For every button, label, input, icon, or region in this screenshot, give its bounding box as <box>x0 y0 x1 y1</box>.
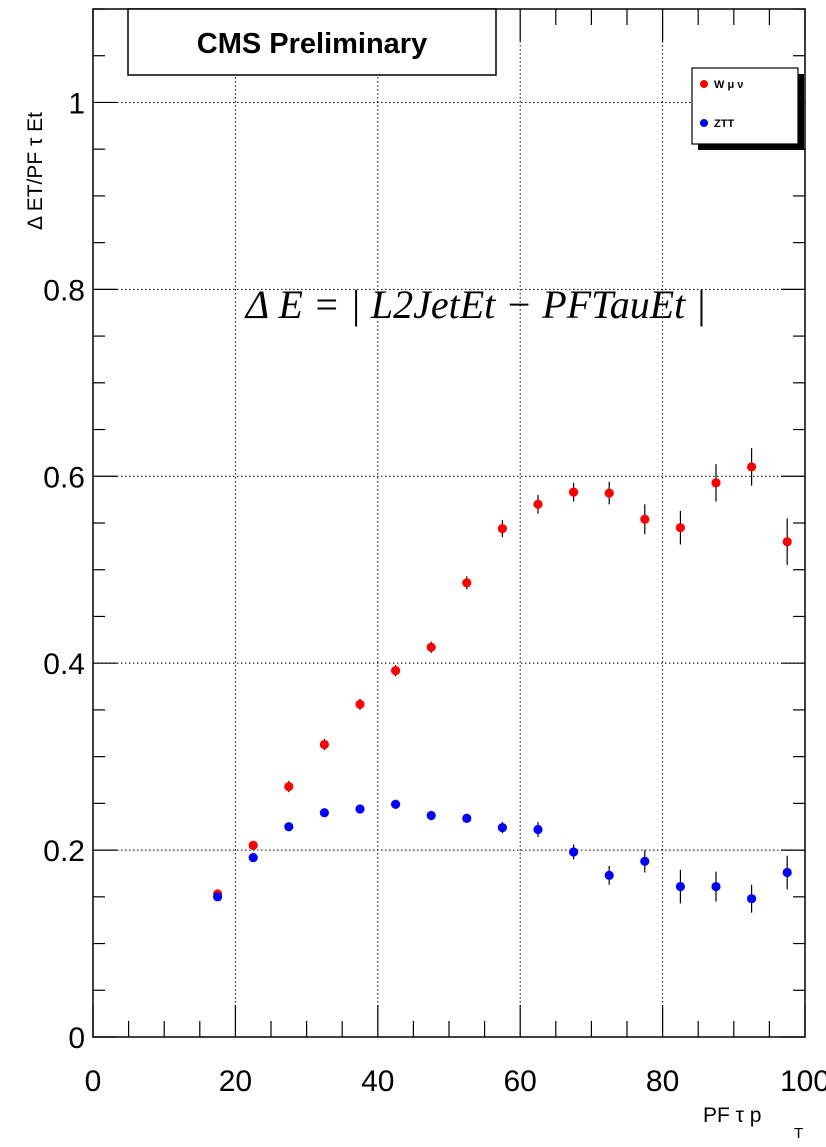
data-point <box>462 578 472 588</box>
data-point <box>248 840 258 851</box>
data-point <box>391 666 401 676</box>
x-tick-label: 20 <box>219 1065 252 1098</box>
data-point <box>391 799 401 809</box>
data-point <box>675 523 686 533</box>
data-point <box>711 881 721 892</box>
data-point <box>533 824 543 835</box>
data-point <box>426 642 436 652</box>
x-axis-title-main: PF τ p <box>703 1104 761 1127</box>
x-axis-title-subscript: T <box>794 1125 803 1142</box>
legend-marker-w-mu-nu <box>700 80 708 88</box>
data-point <box>747 894 757 904</box>
data-point <box>319 739 329 750</box>
data-point <box>248 852 258 863</box>
data-point <box>782 537 792 547</box>
cms-banner: CMS Preliminary <box>127 8 497 76</box>
data-point <box>711 478 721 488</box>
legend-marker-ztt <box>700 119 708 127</box>
legend-label-w-mu-nu: W μ ν <box>714 79 743 91</box>
legend: W μ ν ZTT <box>691 67 804 150</box>
y-tick-label: 0.4 <box>43 648 85 681</box>
tick-labels: 0 20 40 60 80 100 0 0.2 0.4 0.6 0.8 1 <box>43 87 826 1098</box>
data-point <box>497 524 507 534</box>
x-tick-label: 80 <box>646 1065 679 1098</box>
data-point <box>747 462 757 472</box>
formula-annotation: Δ E = | L2JetEt − PFTauEt | <box>244 282 707 327</box>
data-point <box>533 499 543 509</box>
data-point <box>640 856 650 866</box>
cms-banner-text: CMS Preliminary <box>197 28 427 60</box>
data-point <box>604 870 614 880</box>
formula-text: Δ E = | L2JetEt − PFTauEt | <box>244 282 707 327</box>
data-point <box>497 823 507 833</box>
x-tick-label: 100 <box>780 1065 826 1098</box>
y-tick-label: 1 <box>68 87 85 120</box>
data-point <box>355 699 365 709</box>
y-tick-label: 0 <box>68 1022 85 1055</box>
data-point <box>213 892 223 902</box>
y-axis-title: Δ ET/PF τ Et <box>24 112 47 230</box>
data-point <box>782 867 792 878</box>
series-ztt <box>213 799 792 913</box>
data-points <box>213 448 792 913</box>
y-tick-label: 0.6 <box>43 461 85 494</box>
legend-box <box>691 67 799 145</box>
data-point <box>319 808 329 818</box>
cms-banner-box <box>127 8 497 76</box>
data-point <box>569 847 579 857</box>
x-tick-label: 0 <box>85 1065 102 1098</box>
x-axis-title: PF τ p T <box>703 1104 803 1142</box>
data-point <box>675 881 686 892</box>
x-tick-label: 60 <box>504 1065 537 1098</box>
data-point <box>604 488 614 498</box>
data-point <box>640 514 650 524</box>
data-point <box>284 781 294 792</box>
data-point <box>426 810 436 821</box>
data-point <box>569 487 579 497</box>
data-point <box>284 822 294 832</box>
y-tick-label: 0.2 <box>43 835 85 868</box>
grid <box>93 9 805 1037</box>
data-point <box>355 804 365 814</box>
legend-label-ztt: ZTT <box>714 118 734 130</box>
data-point <box>462 813 472 823</box>
x-tick-label: 40 <box>361 1065 394 1098</box>
series-w-mu-nu <box>213 448 792 899</box>
y-tick-label: 0.8 <box>43 274 85 307</box>
